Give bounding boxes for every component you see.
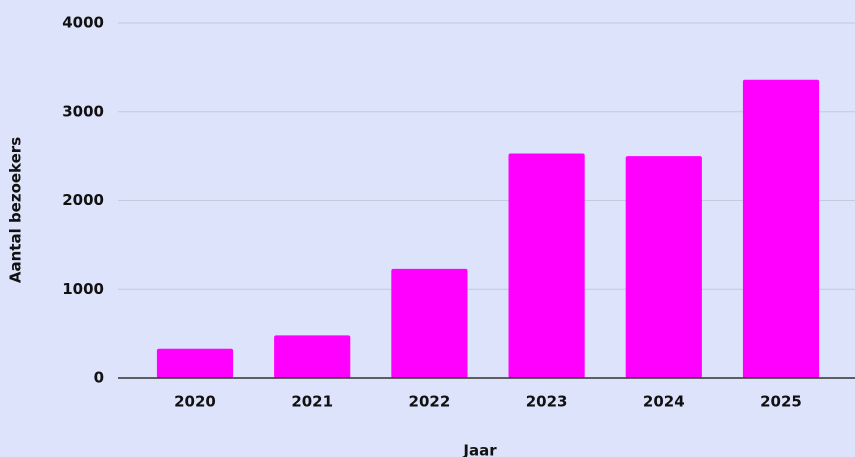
y-tick-label: 2000: [62, 191, 104, 209]
x-tick-label: 2021: [291, 393, 333, 411]
x-tick-label: 2023: [526, 393, 568, 411]
x-axis-label: Jaar: [462, 442, 497, 457]
bar: [274, 335, 351, 378]
bar: [742, 79, 820, 379]
y-tick-label: 3000: [62, 102, 104, 120]
y-tick-label: 1000: [62, 280, 104, 298]
bar: [156, 348, 234, 378]
bar: [625, 156, 702, 378]
bar: [391, 268, 468, 378]
y-tick-label: 4000: [62, 14, 104, 32]
x-tick-label: 2025: [760, 393, 802, 411]
bar: [508, 153, 585, 378]
x-tick-label: 2020: [174, 393, 216, 411]
x-tick-label: 2024: [643, 393, 685, 411]
y-tick-label: 0: [94, 369, 104, 387]
y-axis-label: Aantal bezoekers: [7, 137, 25, 283]
x-tick-label: 2022: [409, 393, 451, 411]
